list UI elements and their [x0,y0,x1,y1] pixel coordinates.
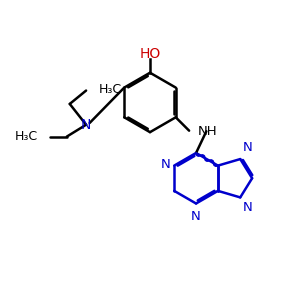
Text: N: N [243,201,253,214]
Text: N: N [161,158,171,171]
Text: H₃C: H₃C [99,82,122,96]
Text: H₃C: H₃C [15,130,38,143]
Text: NH: NH [197,125,217,138]
Text: N: N [191,210,201,223]
Text: HO: HO [140,47,161,61]
Text: N: N [243,141,253,154]
Text: N: N [81,118,91,132]
